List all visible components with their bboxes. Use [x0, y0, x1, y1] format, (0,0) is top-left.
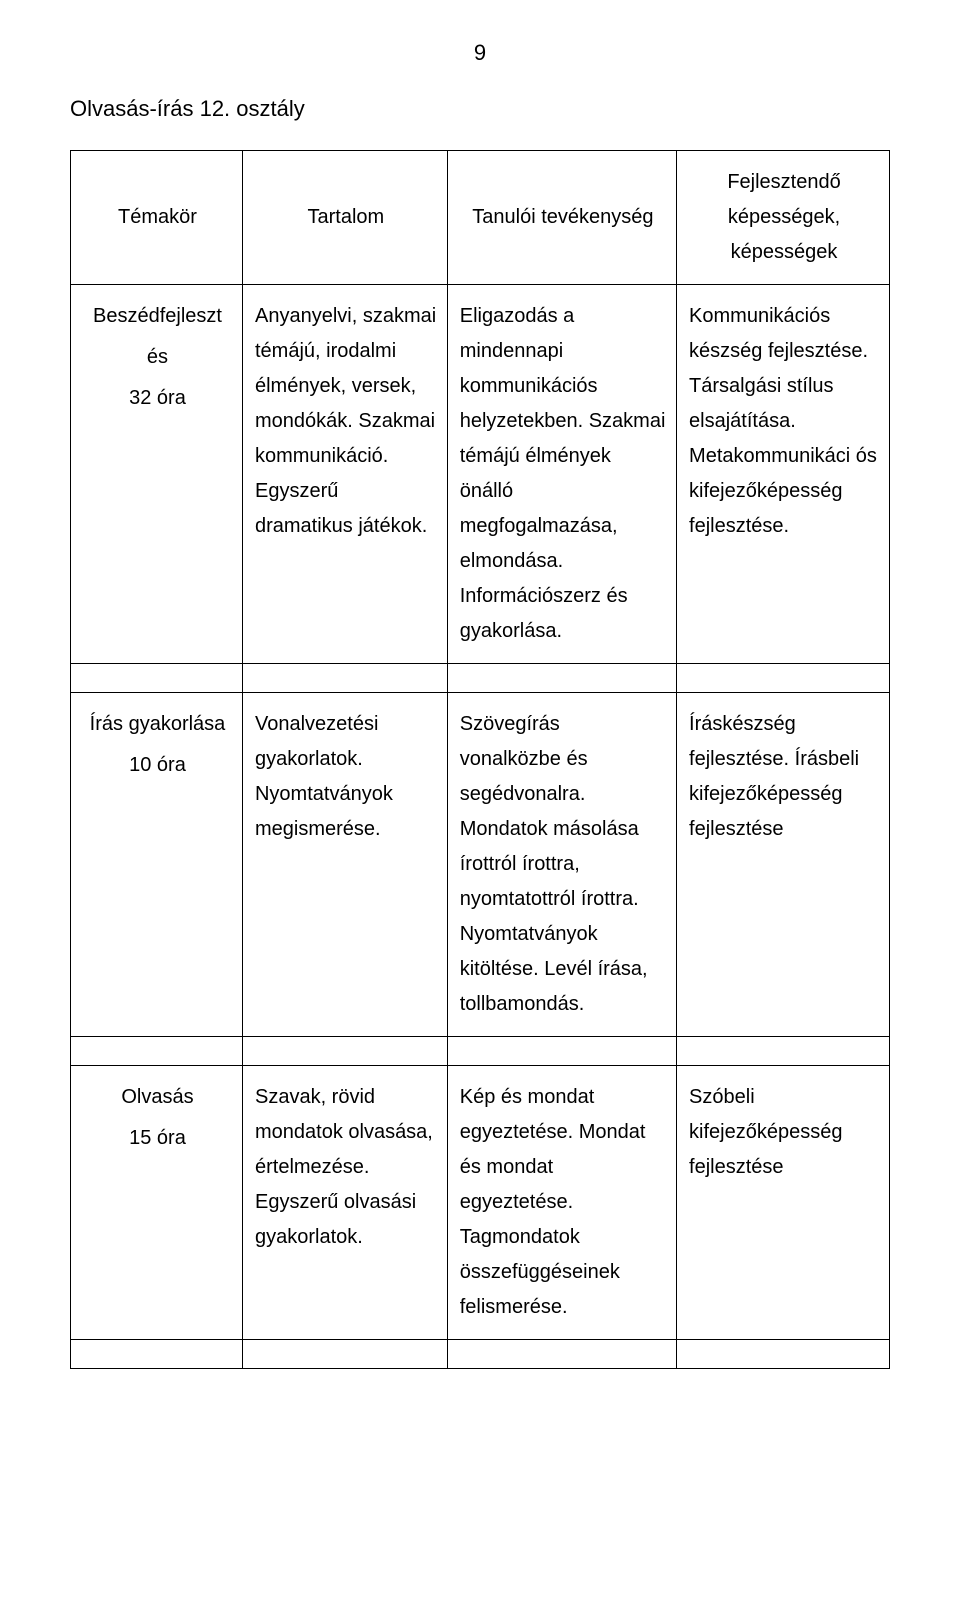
row-label-line: 15 óra [129, 1121, 186, 1156]
table-spacer-row [71, 1340, 890, 1369]
row-label-line: Beszédfejleszt [93, 299, 222, 334]
row-skills: Kommunikációs készség fejlesztése. Társa… [677, 285, 890, 664]
table-row: Beszédfejleszt és 32 óra Anyanyelvi, sza… [71, 285, 890, 664]
row-skills: Íráskészség fejlesztése. Írásbeli kifeje… [677, 693, 890, 1037]
col-header-tartalom: Tartalom [242, 151, 447, 285]
row-label-line: Olvasás [121, 1080, 193, 1115]
row-content: Anyanyelvi, szakmai témájú, irodalmi élm… [242, 285, 447, 664]
row-label: Írás gyakorlása 10 óra [71, 693, 243, 1037]
row-content: Szavak, rövid mondatok olvasása, értelme… [242, 1066, 447, 1340]
row-activity: Kép és mondat egyeztetése. Mondat és mon… [447, 1066, 676, 1340]
row-label-line: és [147, 340, 168, 375]
row-label-line: 32 óra [129, 381, 186, 416]
table-row: Olvasás 15 óra Szavak, rövid mondatok ol… [71, 1066, 890, 1340]
row-content: Vonalvezetési gyakorlatok. Nyomtatványok… [242, 693, 447, 1037]
row-label: Beszédfejleszt és 32 óra [71, 285, 243, 664]
table-row: Írás gyakorlása 10 óra Vonalvezetési gya… [71, 693, 890, 1037]
row-label-line: 10 óra [129, 748, 186, 783]
page-number: 9 [70, 40, 890, 66]
table-spacer-row [71, 1037, 890, 1066]
table-spacer-row [71, 664, 890, 693]
row-label: Olvasás 15 óra [71, 1066, 243, 1340]
page: 9 Olvasás-írás 12. osztály Témakör Tarta… [0, 0, 960, 1620]
col-header-kapessegek: Fejlesztendő képességek, képességek [677, 151, 890, 285]
row-activity: Eligazodás a mindennapi kommunikációs he… [447, 285, 676, 664]
document-title: Olvasás-írás 12. osztály [70, 96, 890, 122]
curriculum-table: Témakör Tartalom Tanulói tevékenység Fej… [70, 150, 890, 1369]
row-skills: Szóbeli kifejezőképesség fejlesztése [677, 1066, 890, 1340]
col-header-temakor: Témakör [71, 151, 243, 285]
row-activity: Szövegírás vonalközbe és segédvonalra. M… [447, 693, 676, 1037]
row-label-line: Írás gyakorlása [90, 707, 226, 742]
table-header-row: Témakör Tartalom Tanulói tevékenység Fej… [71, 151, 890, 285]
col-header-tevekenyseg: Tanulói tevékenység [447, 151, 676, 285]
